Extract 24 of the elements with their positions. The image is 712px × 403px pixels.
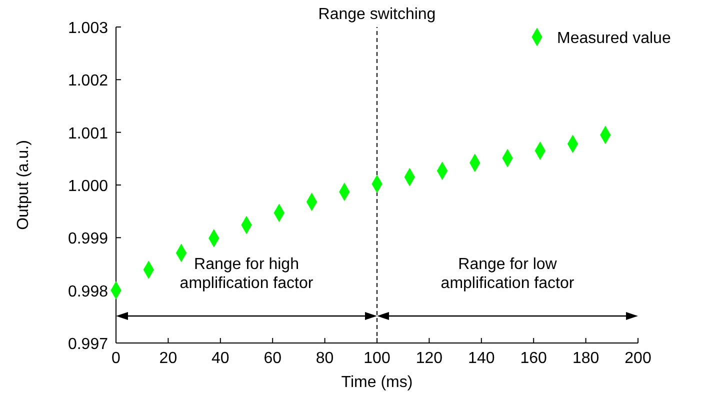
- y-tick-label: 1.000: [68, 178, 108, 195]
- x-tick-label: 60: [264, 350, 282, 367]
- x-tick-label: 200: [624, 350, 652, 367]
- x-tick-label: 140: [468, 350, 495, 367]
- legend-label: Measured value: [557, 30, 671, 47]
- x-tick-label: 80: [316, 350, 334, 367]
- y-tick-label: 0.998: [68, 283, 108, 300]
- y-axis-title: Output (a.u.): [15, 140, 32, 230]
- x-axis-title: Time (ms): [341, 374, 413, 391]
- y-tick-label: 0.997: [68, 336, 108, 353]
- x-tick-label: 120: [416, 350, 443, 367]
- x-tick-label: 40: [212, 350, 230, 367]
- y-tick-label: 1.002: [68, 72, 108, 90]
- annotation: Range for high amplification factor: [180, 256, 314, 292]
- y-tick-label: 1.003: [68, 20, 108, 37]
- x-tick-label: 160: [520, 350, 548, 367]
- y-tick-label: 0.999: [68, 230, 108, 248]
- ref-line-label: Range switching: [318, 6, 436, 23]
- annotation: Range for low amplification factor: [440, 256, 575, 292]
- x-tick-label: 100: [364, 350, 390, 367]
- y-tick-label: 1.001: [68, 125, 108, 142]
- x-tick-label: 180: [572, 350, 600, 367]
- x-tick-label: 0: [112, 350, 121, 367]
- x-tick-label: 20: [159, 350, 178, 367]
